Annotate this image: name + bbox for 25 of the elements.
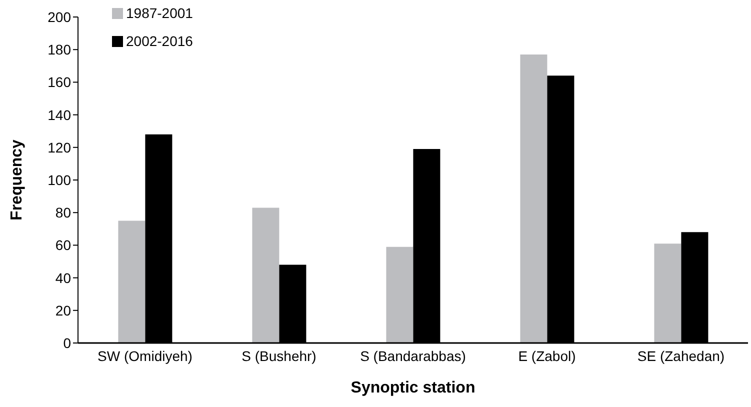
y-axis-title: Frequency: [8, 139, 26, 220]
y-tick-label: 100: [48, 172, 72, 188]
bar: [386, 246, 414, 343]
legend-label: 1987-2001: [126, 4, 193, 23]
y-tick-label: 140: [48, 106, 72, 123]
bar: [654, 244, 682, 343]
y-tick-label: 20: [55, 302, 72, 318]
legend-label: 2002-2016: [126, 32, 193, 51]
y-tick-label: 40: [55, 270, 72, 286]
bar: [520, 54, 548, 343]
x-tick-label: S (Bushehr): [242, 348, 316, 364]
x-tick-label: SW (Omidiyeh): [98, 348, 192, 364]
x-tick-label: SE (Zahedan): [637, 348, 725, 364]
y-tick-label: 120: [48, 139, 72, 156]
x-axis-title: Synoptic station: [350, 379, 476, 396]
y-tick-label: 0: [63, 334, 72, 351]
y-tick-label: 80: [55, 204, 72, 221]
y-tick-label: 180: [48, 42, 72, 58]
y-tick-label: 200: [48, 8, 72, 25]
bar: [252, 208, 280, 343]
x-tick-label: S (Bandarabbas): [360, 348, 466, 364]
y-tick-label: 160: [48, 74, 72, 90]
x-tick-label: E (Zabol): [518, 348, 576, 364]
y-tick-label: 60: [55, 237, 72, 254]
bar: [118, 220, 146, 343]
